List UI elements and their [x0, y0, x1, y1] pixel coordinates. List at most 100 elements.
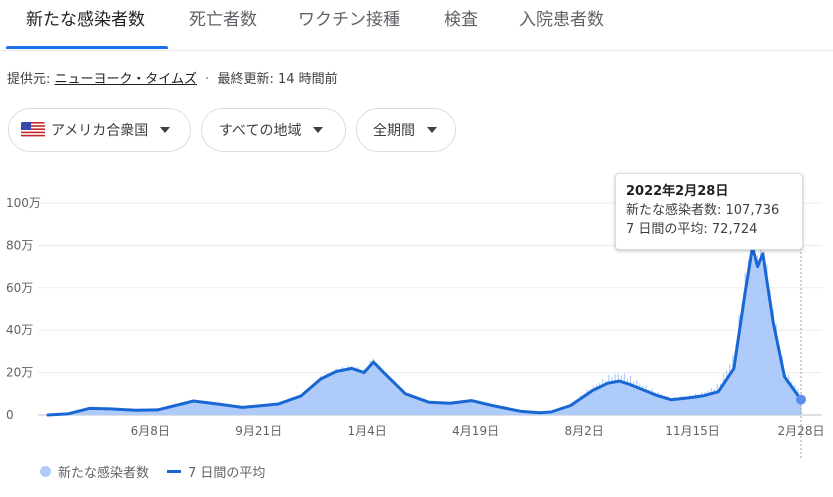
country-select[interactable]: アメリカ合衆国 — [8, 108, 191, 152]
case-bar — [341, 366, 343, 415]
case-bar — [369, 360, 371, 415]
case-bar — [409, 395, 412, 415]
case-bar — [722, 373, 725, 415]
seven-day-average-line — [46, 246, 803, 417]
case-bar — [524, 411, 526, 415]
case-bar — [558, 408, 560, 415]
case-bar — [258, 405, 260, 415]
case-bar — [732, 355, 734, 415]
case-bar — [450, 402, 452, 415]
case-bar — [679, 396, 681, 415]
case-bar — [220, 404, 223, 415]
case-bar — [425, 400, 427, 415]
case-bar — [131, 410, 133, 415]
case-bar — [763, 251, 765, 415]
case-bar — [651, 388, 653, 415]
case-bar — [447, 402, 449, 415]
case-bar — [496, 406, 498, 415]
case-bar — [93, 408, 96, 415]
case-bar — [177, 404, 179, 415]
case-bar — [719, 383, 722, 415]
case-bar — [87, 408, 89, 415]
tab-vaccinations[interactable]: ワクチン接種 — [298, 10, 400, 30]
case-bar — [456, 401, 458, 415]
chevron-down-icon — [160, 127, 171, 133]
case-bar — [366, 367, 368, 415]
us-flag-icon — [21, 122, 45, 138]
case-bar — [549, 412, 551, 415]
case-bar — [521, 410, 523, 415]
case-bar — [729, 364, 731, 415]
y-tick-label: 40万 — [6, 323, 33, 337]
case-bar — [657, 392, 660, 415]
case-bar — [289, 399, 291, 415]
case-bar — [688, 394, 691, 415]
tab-hospitalizations[interactable]: 入院患者数 — [519, 10, 604, 30]
case-bar — [313, 382, 316, 415]
case-bar — [196, 401, 198, 415]
case-bar — [385, 373, 387, 415]
case-bar — [391, 379, 393, 415]
case-bar — [310, 386, 312, 415]
case-bar — [217, 403, 220, 415]
case-bar — [760, 239, 762, 415]
case-bar — [307, 388, 309, 415]
case-bar — [561, 407, 563, 415]
case-bar — [499, 406, 502, 415]
case-bar — [434, 401, 436, 415]
case-bar — [109, 408, 111, 415]
case-bar — [137, 410, 139, 415]
region-select[interactable]: すべての地域 — [201, 108, 346, 152]
case-bar — [375, 362, 378, 415]
case-bar — [363, 368, 365, 415]
case-bar — [316, 381, 319, 415]
case-bar — [320, 376, 322, 415]
source-provider-link[interactable]: ニューヨーク・タイムズ — [54, 72, 198, 87]
period-select[interactable]: 全期間 — [356, 108, 456, 152]
tab-new-cases[interactable]: 新たな感染者数 — [26, 10, 145, 30]
case-bar — [775, 324, 777, 415]
case-bar — [351, 366, 353, 415]
cases-bars — [48, 237, 802, 415]
case-bar — [444, 402, 446, 415]
cases-chart[interactable]: 0 20万 40万 60万 80万 100万 6月8日 9月21日 1月4日 4月19日 8月2日… — [0, 168, 833, 460]
case-bar — [242, 407, 244, 415]
case-bar — [611, 377, 613, 415]
case-bar — [406, 393, 409, 415]
case-bar — [623, 373, 625, 415]
y-tick-label: 20万 — [6, 366, 33, 380]
tab-testing[interactable]: 検査 — [444, 10, 478, 30]
active-tab-indicator — [6, 46, 168, 49]
case-bar — [741, 302, 743, 415]
case-bar — [326, 373, 328, 415]
case-bar — [81, 409, 83, 415]
case-bar — [660, 394, 663, 415]
case-bar — [602, 378, 604, 415]
case-bar — [304, 391, 306, 415]
case-bar — [642, 385, 644, 415]
case-bar — [127, 409, 130, 415]
x-axis-labels: 6月8日 9月21日 1月4日 4月19日 8月2日 11月15日 2月28日 — [131, 424, 825, 438]
case-bar — [270, 404, 272, 415]
case-bar — [713, 388, 715, 415]
case-bar — [183, 402, 185, 415]
case-bar — [286, 400, 288, 415]
y-axis-labels: 0 20万 40万 60万 80万 100万 — [6, 196, 41, 422]
case-bar — [592, 385, 594, 415]
case-bar — [378, 365, 381, 415]
case-bar — [629, 375, 632, 415]
case-bar — [106, 408, 108, 415]
tooltip-cases: 新たな感染者数: 107,736 — [626, 203, 780, 218]
y-tick-label: 60万 — [6, 281, 33, 295]
case-bar — [506, 407, 508, 415]
source-prefix: 提供元: — [7, 72, 51, 87]
chart-legend: 新たな感染者数 7 日間の平均 — [40, 462, 265, 481]
case-bar — [168, 406, 170, 415]
case-bar — [583, 394, 585, 415]
tab-deaths[interactable]: 死亡者数 — [189, 10, 257, 30]
case-bar — [174, 405, 176, 415]
case-bar — [766, 264, 768, 415]
case-bar — [394, 382, 396, 415]
case-bar — [282, 401, 285, 415]
case-bar — [478, 401, 480, 415]
